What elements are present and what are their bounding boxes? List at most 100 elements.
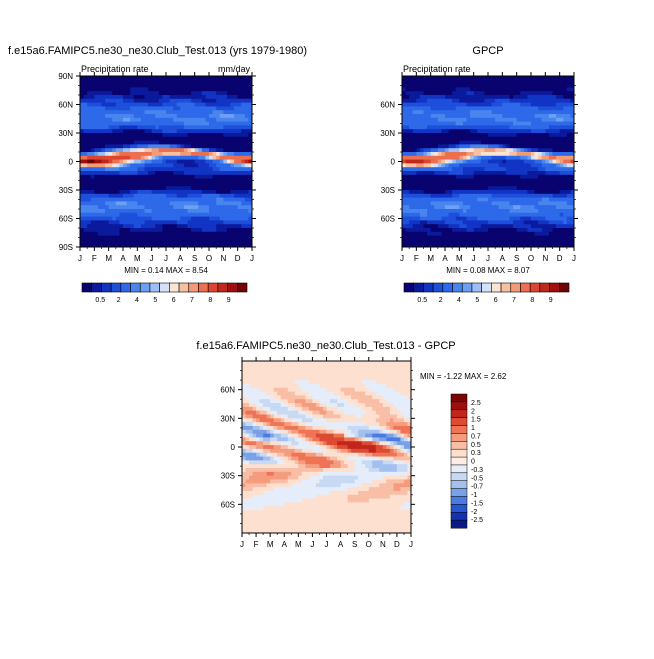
heatmap-cell [513,144,517,148]
heatmap-cell [102,76,106,80]
heatmap-cell [567,171,571,175]
heatmap-cell [127,114,131,118]
heatmap-cell [452,213,456,217]
heatmap-cell [531,110,535,114]
heatmap-cell [337,392,341,396]
heatmap-cell [134,103,138,107]
heatmap-cell [155,76,159,80]
heatmap-cell [492,224,496,228]
heatmap-cell [560,179,564,183]
heatmap-cell [535,125,539,129]
heatmap-cell [130,217,134,221]
heatmap-cell [560,228,564,232]
heatmap-cell [173,213,177,217]
heatmap-cell [556,171,560,175]
heatmap-cell [538,236,542,240]
heatmap-cell [474,95,478,99]
heatmap-cell [184,110,188,114]
heatmap-cell [470,122,474,126]
heatmap-cell [477,201,481,205]
heatmap-cell [538,156,542,160]
heatmap-cell [337,365,341,369]
heatmap-cell [159,114,163,118]
heatmap-cell [162,133,166,137]
heatmap-cell [298,392,302,396]
heatmap-cell [253,376,257,380]
heatmap-cell [463,201,467,205]
heatmap-cell [524,144,528,148]
heatmap-cell [383,380,387,384]
heatmap-cell [344,388,348,392]
heatmap-cell [119,125,123,129]
heatmap-cell [567,148,571,152]
heatmap-cell [459,84,463,88]
heatmap-cell [98,171,102,175]
heatmap-cell [470,228,474,232]
heatmap-cell [162,91,166,95]
heatmap-cell [441,205,445,209]
heatmap-cell [170,205,174,209]
heatmap-cell [413,209,417,213]
heatmap-cell [173,182,177,186]
heatmap-cell [379,372,383,376]
heatmap-cell [502,167,506,171]
heatmap-cell [284,372,288,376]
heatmap-cell [231,103,235,107]
heatmap-cell [506,103,510,107]
heatmap-cell [553,129,557,133]
heatmap-cell [445,190,449,194]
heatmap-cell [420,144,424,148]
heatmap-cell [241,228,245,232]
heatmap-cell [245,91,249,95]
heatmap-cell [463,220,467,224]
heatmap-cell [223,137,227,141]
heatmap-cell [424,76,428,80]
heatmap-cell [198,87,202,91]
heatmap-cell [220,110,224,114]
heatmap-cell [513,91,517,95]
heatmap-cell [180,118,184,122]
heatmap-cell [513,239,517,243]
heatmap-cell [216,76,220,80]
heatmap-cell [567,186,571,190]
heatmap-cell [241,179,245,183]
heatmap-cell [166,198,170,202]
heatmap-cell [87,198,91,202]
heatmap-cell [445,110,449,114]
heatmap-cell [404,376,408,380]
heatmap-cell [188,137,192,141]
heatmap-cell [98,213,102,217]
heatmap-cell [531,186,535,190]
heatmap-cell [220,99,224,103]
colorbar-label: 4 [135,297,139,304]
heatmap-cell [84,213,88,217]
heatmap-cell [166,186,170,190]
heatmap-cell [556,182,560,186]
heatmap-cell [510,141,514,145]
heatmap-cell [524,99,528,103]
heatmap-cell [434,76,438,80]
heatmap-cell [152,167,156,171]
heatmap-cell [495,205,499,209]
heatmap-cell [427,125,431,129]
heatmap-cell [238,194,242,198]
heatmap-cell [513,141,517,145]
heatmap-cell [141,190,145,194]
heatmap-cell [560,152,564,156]
heatmap-cell [87,213,91,217]
heatmap-cell [434,137,438,141]
colorbar-label: 6 [494,297,498,304]
heatmap-cell [87,148,91,152]
heatmap-cell [123,175,127,179]
heatmap-cell [213,95,217,99]
heatmap-cell [402,87,406,91]
heatmap-cell [563,129,567,133]
heatmap-cell [488,144,492,148]
heatmap-cell [517,148,521,152]
heatmap-cell [402,175,406,179]
heatmap-cell [173,224,177,228]
heatmap-cell [517,114,521,118]
heatmap-cell [560,118,564,122]
heatmap-cell [542,125,546,129]
heatmap-cell [130,118,134,122]
